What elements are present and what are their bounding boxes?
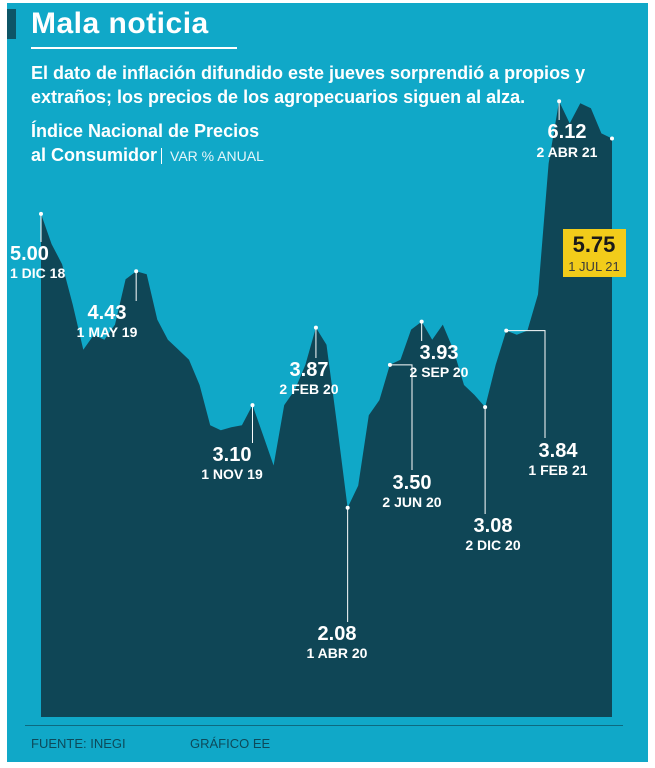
highlight-date-label: 1 JUL 21 (568, 259, 620, 274)
annotation-value-label: 4.43 (88, 302, 127, 324)
chart-unit: VAR % ANUAL (161, 148, 264, 164)
annotation-date-label: 2 DIC 20 (465, 537, 520, 553)
annotation-date-label: 1 MAY 19 (77, 324, 138, 340)
chart-title: Índice Nacional de Precios al Consumidor… (31, 119, 264, 168)
annotation-date-label: 2 FEB 20 (279, 381, 338, 397)
inflation-area (41, 101, 612, 717)
annotation-leader-line (389, 364, 413, 470)
inflation-area-chart: 5.001 DIC 18 4.431 MAY 19 3.101 NOV 19 3.87… (10, 99, 626, 717)
headline-accent-bar (7, 9, 16, 39)
annotation-leader-line (506, 330, 546, 438)
annotation-value-label: 3.93 (420, 342, 459, 364)
infographic-card: Mala noticia El dato de inflación difund… (7, 3, 648, 762)
data-point-marker (610, 136, 614, 141)
chart-title-line-1: Índice Nacional de Precios (31, 121, 260, 141)
annotation-value-label: 2.08 (318, 623, 357, 645)
graphic-credit: GRÁFICO EE (190, 736, 271, 751)
annotation-value-label: 5.00 (10, 243, 49, 265)
annotation-date-label: 1 DIC 18 (10, 265, 65, 281)
annotation-date-label: 1 NOV 19 (201, 466, 263, 482)
chart-title-line-2: al Consumidor VAR % ANUAL (31, 143, 264, 168)
annotation-value-label: 3.50 (393, 472, 432, 494)
annotation-date-label: 2 SEP 20 (410, 364, 469, 380)
annotation-date-label: 1 FEB 21 (528, 462, 587, 478)
headline: Mala noticia (31, 7, 209, 40)
annotation-value-label: 6.12 (548, 121, 587, 143)
annotation-date-label: 2 ABR 21 (537, 144, 598, 160)
highlight-box (563, 229, 626, 277)
annotation-value-label: 3.87 (290, 359, 329, 381)
headline-underline (31, 47, 237, 49)
chart-title-line-2-text: al Consumidor (31, 145, 158, 165)
source-note: FUENTE: INEGI (31, 736, 126, 751)
footer-divider (25, 725, 623, 726)
annotation-value-label: 3.10 (213, 444, 252, 466)
annotation-value-label: 3.08 (474, 515, 513, 537)
highlight-value-label: 5.75 (573, 232, 616, 257)
subtitle: El dato de inflación difundido este juev… (31, 63, 586, 107)
annotation-value-label: 3.84 (539, 440, 579, 462)
annotation-date-label: 1 ABR 20 (307, 645, 368, 661)
annotation-date-label: 2 JUN 20 (382, 494, 441, 510)
